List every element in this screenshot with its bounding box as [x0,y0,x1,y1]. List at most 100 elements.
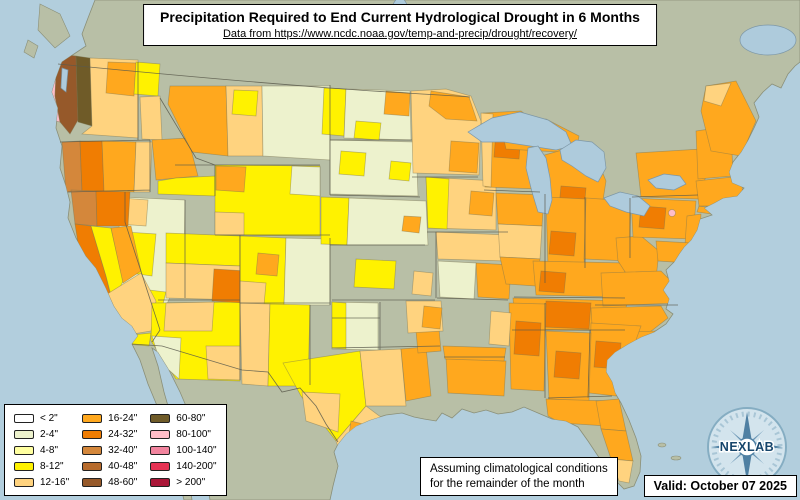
map-region [468,190,495,217]
map-region [163,301,215,332]
legend-item: 60-80" [150,411,216,425]
legend-label: 48-60" [108,476,138,488]
drought-regions [52,49,757,484]
legend-swatch [14,461,34,471]
legend-label: 8-12" [40,460,64,472]
footnote-line1: Assuming climatological conditions [430,463,608,476]
map-region [338,150,367,177]
legend-swatch [14,477,34,487]
canada-border [57,63,471,98]
map-title: Precipitation Required to End Current Hy… [160,9,640,25]
map-region [79,140,105,192]
legend-swatch [82,445,103,455]
map-region [215,165,247,193]
map-region [105,61,137,97]
map-region [239,280,267,306]
legend-item: 4-8" [14,443,69,457]
legend-label: 16-24" [108,412,138,424]
legend-label: 60-80" [176,412,206,424]
legend-item: > 200" [150,475,216,489]
legend-item: 48-60" [82,475,137,489]
legend-swatch [150,461,171,471]
map-shape [37,3,71,49]
legend-item: 80-100" [150,427,216,441]
map-shape [23,39,39,59]
valid-date: Valid: October 07 2025 [643,475,797,497]
map-region [488,310,512,347]
nexlab-logo: NEXLAB [707,407,787,487]
map-region [435,231,509,262]
lake-michigan [525,145,553,215]
legend-item: 100-140" [150,443,217,457]
legend-grid: < 2" 2-4" 4-8" 8-12" 12-16" 16-24" 24-32" 32-40… [14,411,217,489]
gulf-of-st-lawrence [739,24,797,56]
map-region [448,140,480,174]
footnote: Assuming climatological conditions for t… [420,457,618,496]
map-region [400,346,432,402]
map-region [101,140,137,193]
map-shape [657,442,667,448]
map-region [231,89,259,117]
map-region [157,175,216,197]
map-region [437,260,477,300]
legend-label: 2-4" [40,428,59,440]
map-region [255,252,280,277]
lake-erie [603,191,651,217]
state-lines [59,62,699,399]
lake-ontario [647,173,687,191]
legend-swatch [82,413,103,423]
lake-huron [559,139,607,183]
map-region [359,348,407,407]
map-region [513,320,542,357]
map-region [425,176,450,230]
map-region [214,211,245,236]
map-region [383,90,411,117]
map-region [445,357,507,397]
state-borders [57,62,699,443]
legend-swatch [150,477,171,487]
legend-swatch [150,445,171,455]
map-source-url: Data from https://www.ncdc.noaa.gov/temp… [222,28,577,40]
map-region [331,301,347,350]
legend-label: 32-40" [108,444,138,456]
map-region [151,137,199,181]
map-region [283,237,331,306]
map-region [548,230,577,257]
legend-item: 40-48" [82,459,137,473]
map-region [475,262,512,300]
legend-label: > 200" [176,476,206,488]
legend-item: 32-40" [82,443,137,457]
map-region [635,148,707,200]
map-region [411,270,434,297]
map-region [261,85,331,161]
map-shape [670,455,682,461]
map-region [70,189,98,227]
legend-swatch [150,413,171,423]
map-region [353,258,397,290]
logo-hub [737,437,757,457]
map-region [388,160,412,182]
islands [23,3,682,461]
logo-text: NEXLAB [720,440,774,454]
legend-item: 12-16" [14,475,69,489]
map-region [320,196,350,246]
legend-item: 16-24" [82,411,137,425]
legend-label: 40-48" [108,460,138,472]
map-region [165,232,241,267]
legend-swatch [82,429,103,439]
legend-item: 24-32" [82,427,137,441]
footnote-line2: for the remainder of the month [430,477,585,490]
legend-label: 140-200" [176,460,217,472]
legend-swatch [150,429,171,439]
legend-label: 4-8" [40,444,59,456]
map-region [668,209,676,217]
map-region [553,350,582,380]
legend-item: 140-200" [150,459,217,473]
map-region [301,391,341,433]
legend-swatch [14,445,34,455]
legend-swatch [82,461,103,471]
legend-label: 80-100" [176,428,211,440]
map-region [401,215,422,234]
legend: < 2" 2-4" 4-8" 8-12" 12-16" 16-24" 24-32" 32-40… [4,404,227,496]
